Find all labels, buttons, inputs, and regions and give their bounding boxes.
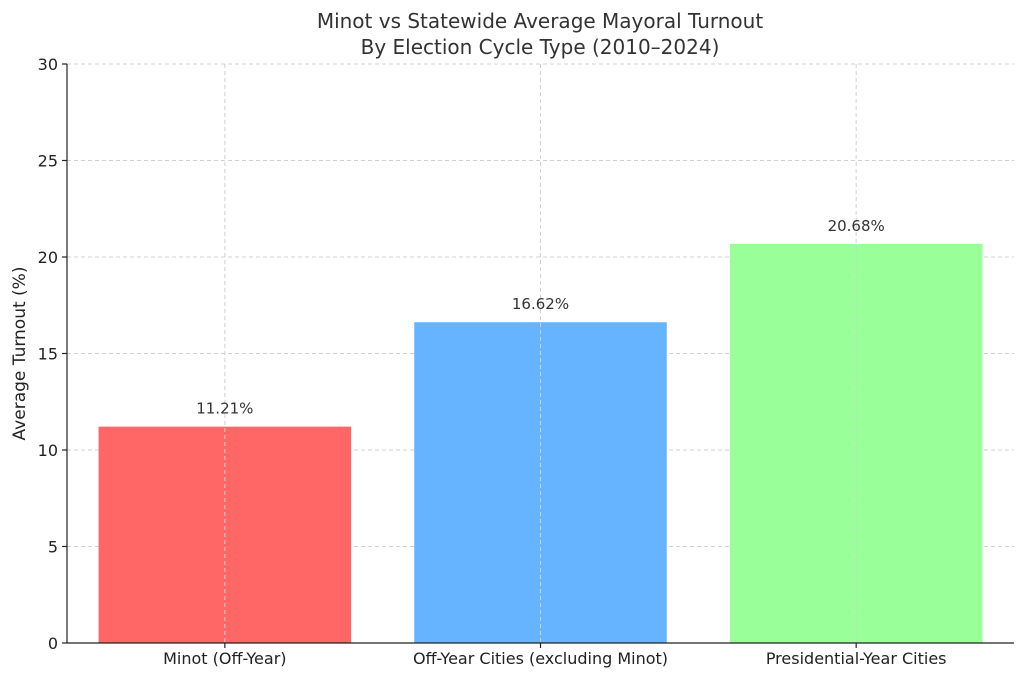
chart-title: Minot vs Statewide Average Mayoral Turno… (317, 9, 764, 59)
y-tick-label-5: 25 (38, 152, 58, 171)
y-tick-label-2: 10 (38, 441, 58, 460)
vertical-grid (224, 64, 857, 643)
chart-title-line-2: By Election Cycle Type (2010–2024) (361, 35, 720, 59)
data-labels: 11.21% 16.62% 20.68% (196, 217, 885, 418)
x-tick-label-2: Presidential-Year Cities (766, 649, 947, 668)
y-tick-label-4: 20 (38, 248, 58, 267)
x-tick-label-0: Minot (Off-Year) (163, 649, 286, 668)
data-label-2: 20.68% (828, 217, 885, 235)
chart-title-line-1: Minot vs Statewide Average Mayoral Turno… (317, 9, 764, 33)
data-label-1: 16.62% (512, 295, 569, 313)
data-label-0: 11.21% (196, 400, 253, 418)
y-tick-label-0: 0 (48, 634, 58, 653)
y-axis-label: Average Turnout (%) (10, 267, 30, 441)
y-tick-label-1: 5 (48, 538, 58, 557)
y-tick-label-3: 15 (38, 345, 58, 364)
bar-1 (414, 322, 667, 643)
y-tick-label-6: 30 (38, 55, 58, 74)
x-tick-label-1: Off-Year Cities (excluding Minot) (413, 649, 668, 668)
x-axis-ticks: Minot (Off-Year) Off-Year Cities (excludi… (163, 643, 947, 668)
y-axis-ticks: 0 5 10 15 20 25 30 (38, 55, 67, 653)
